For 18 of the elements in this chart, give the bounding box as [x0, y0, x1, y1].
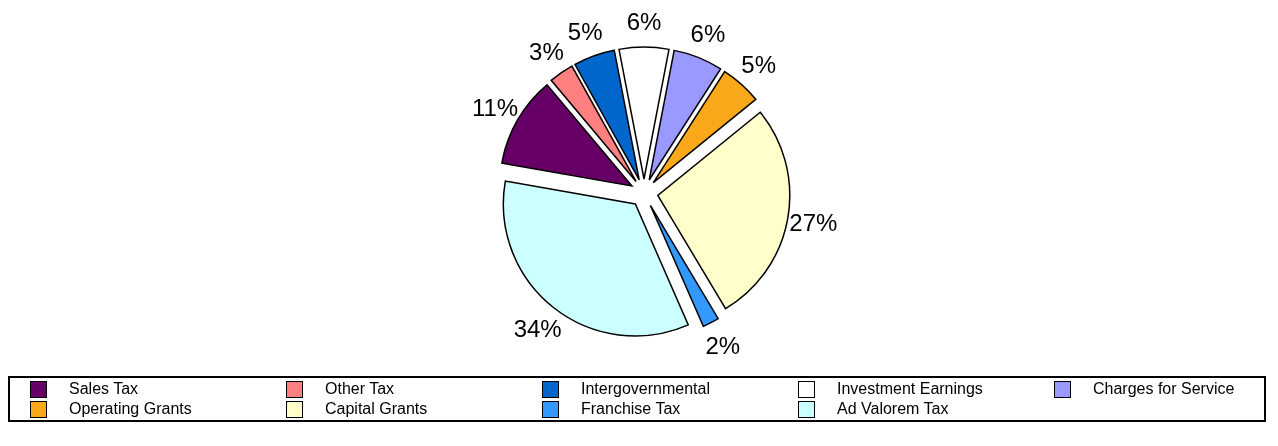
legend-label: Franchise Tax — [581, 399, 681, 419]
data-label: 2% — [705, 332, 741, 360]
data-label: 3% — [529, 37, 564, 65]
legend-label: Operating Grants — [69, 399, 192, 419]
legend-label: Sales Tax — [69, 379, 139, 399]
data-label: 5% — [567, 17, 603, 45]
legend-label: Capital Grants — [325, 399, 428, 419]
data-label: 5% — [741, 51, 777, 79]
data-label: 11% — [471, 93, 519, 121]
legend-label: Charges for Service — [1093, 379, 1235, 399]
data-label: 6% — [690, 19, 726, 47]
data-label: 27% — [789, 209, 838, 237]
legend-label: Other Tax — [325, 379, 395, 399]
legend-label: Investment Earnings — [837, 379, 983, 399]
legend-label: Ad Valorem Tax — [837, 399, 949, 419]
legend-label: Intergovernmental — [581, 379, 710, 399]
data-label: 34% — [513, 314, 562, 342]
data-label: 6% — [626, 7, 662, 35]
